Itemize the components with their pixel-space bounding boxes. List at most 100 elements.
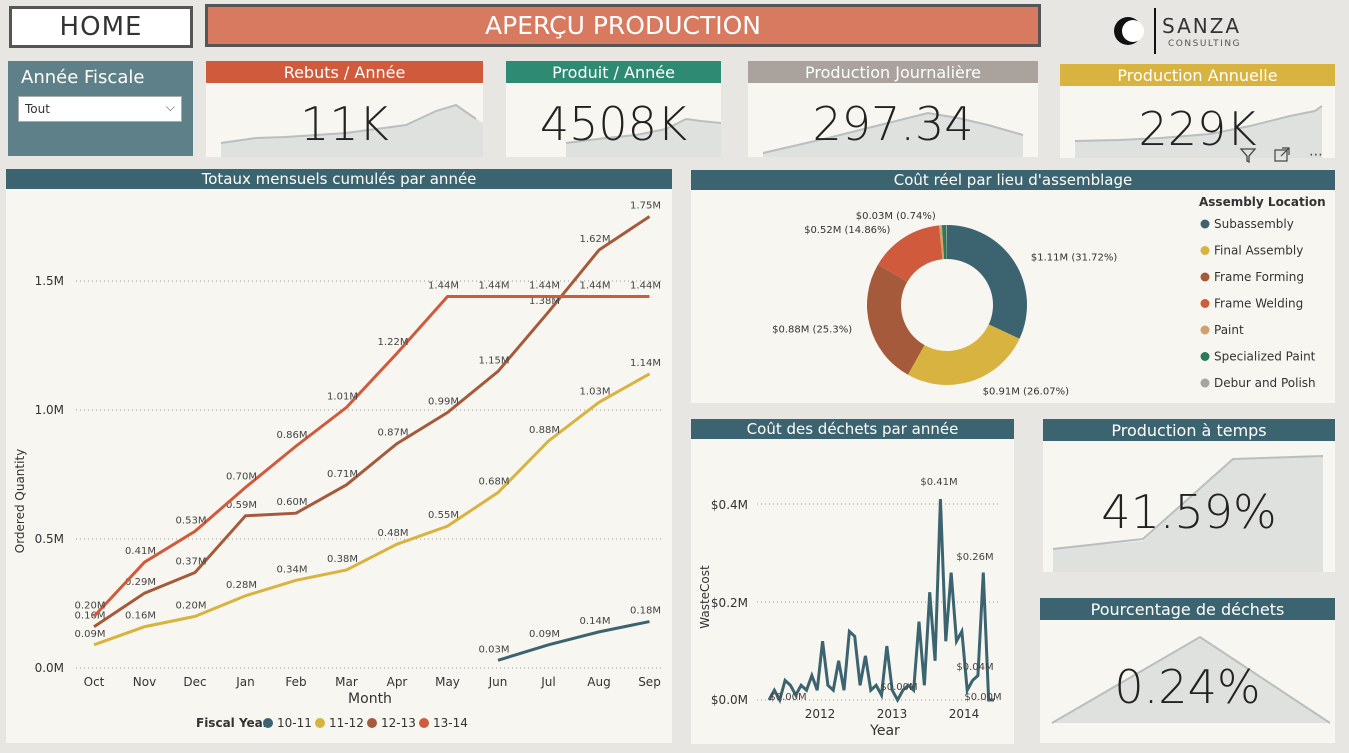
waste-cost-chart: WasteCost Year $0.4M $0.2M $0.0M 2012 20… — [698, 477, 1002, 739]
kpi-sparkline — [220, 103, 483, 157]
kpi-sparkline — [762, 111, 1024, 157]
filter-label: Année Fiscale — [21, 67, 145, 88]
kpi-value: 229K — [1138, 102, 1257, 156]
fiscal-year-dropdown[interactable]: Tout ⌵ — [18, 96, 182, 122]
waste-pct-panel: Pourcentage de déchets 0.24% — [1040, 598, 1335, 743]
data-label: 0.41M — [125, 546, 156, 557]
slice-label: $1.11M (31.72%) — [1031, 253, 1117, 264]
data-label: 0.16M — [125, 611, 156, 622]
data-label: 0.55M — [428, 510, 459, 521]
waste-pct-sparkline — [1051, 635, 1331, 724]
kpi-production-journaliere: Production Journalière 297.34 — [748, 61, 1038, 157]
data-label: 0.18M — [630, 606, 661, 617]
panel-title: Production à temps — [1043, 419, 1335, 441]
x-axis-label: Month — [348, 691, 392, 707]
x-axis-label: Year — [869, 723, 900, 739]
data-label: 0.88M — [529, 425, 560, 436]
data-label: 0.99M — [428, 397, 459, 408]
data-label: $0.00M — [964, 692, 1001, 703]
donut-slice-subassembly — [947, 225, 1027, 339]
logo-name: SANZA — [1162, 14, 1241, 38]
x-tick: Jul — [540, 675, 555, 689]
data-label: 0.20M — [75, 600, 106, 611]
donut-slice-frame-welding — [878, 225, 943, 282]
kpi-title: Rebuts / Année — [206, 61, 483, 83]
legend-marker — [1200, 378, 1210, 388]
kpi-title: Production Annuelle — [1060, 64, 1335, 86]
fiscal-year-filter: Année Fiscale Tout ⌵ — [8, 61, 193, 156]
data-label: 0.53M — [176, 515, 207, 526]
slice-label: $0.52M (14.86%) — [804, 225, 890, 236]
panel-title: Coût des déchets par année — [691, 419, 1014, 439]
legend-item: Subassembly — [1214, 217, 1294, 231]
data-label: 0.16M — [75, 611, 106, 622]
legend-marker — [1200, 299, 1210, 308]
data-label: 0.71M — [327, 469, 358, 480]
data-label: 0.20M — [176, 600, 207, 611]
slice-label: $0.91M (26.07%) — [983, 387, 1069, 398]
donut-slice-paint — [939, 225, 945, 260]
y-axis-label: Ordered Quantity — [13, 449, 27, 554]
legend-item: 11-12 — [329, 716, 364, 730]
legend-marker — [263, 718, 273, 728]
data-label: 0.86M — [277, 430, 308, 441]
y-tick: 0.5M — [35, 532, 64, 546]
more-options-icon[interactable]: ⋯ — [1309, 147, 1323, 163]
x-tick: 2012 — [805, 707, 836, 721]
y-tick: $0.4M — [711, 498, 748, 512]
panel-title: Coût réel par lieu d'assemblage — [691, 170, 1335, 190]
data-label: 1.15M — [479, 355, 510, 366]
kpi-production-annuelle: Production Annuelle 229K — [1060, 64, 1335, 158]
legend-marker — [367, 718, 377, 728]
data-label: 1.22M — [378, 337, 409, 348]
data-label: 0.68M — [479, 477, 510, 488]
data-label: 1.62M — [580, 234, 611, 245]
legend-item: Frame Forming — [1214, 270, 1304, 284]
data-label: 1.75M — [630, 201, 661, 212]
x-tick: Mar — [335, 675, 358, 689]
data-label: 0.28M — [226, 580, 257, 591]
data-label: 0.59M — [226, 500, 257, 511]
y-tick: 1.0M — [35, 403, 64, 417]
focus-mode-icon[interactable] — [1269, 142, 1295, 168]
legend-marker — [1200, 246, 1210, 255]
data-label: 0.14M — [580, 616, 611, 627]
data-label: 1.44M — [580, 280, 611, 291]
logo-sub: CONSULTING — [1168, 39, 1241, 49]
legend-marker — [1200, 272, 1210, 282]
kpi-title: Produit / Année — [506, 61, 721, 83]
legend-title: Assembly Location — [1199, 195, 1326, 209]
x-tick: Jun — [488, 675, 508, 689]
waste-line — [767, 499, 994, 704]
data-label: 1.03M — [580, 386, 611, 397]
kpi-value: 4508K — [539, 97, 688, 151]
home-button[interactable]: HOME — [9, 6, 193, 48]
legend-item: 13-14 — [433, 716, 468, 730]
kpi-produit: Produit / Année 4508K — [506, 61, 721, 157]
data-label: 0.60M — [277, 497, 308, 508]
data-label: 0.38M — [327, 554, 358, 565]
data-label: 0.34M — [277, 564, 308, 575]
dropdown-value: Tout — [25, 102, 50, 116]
slice-label: $0.88M (25.3%) — [772, 325, 852, 336]
ontime-value: 41.59% — [1101, 485, 1277, 539]
data-label: 1.44M — [479, 280, 510, 291]
ontime-panel: Production à temps 41.59% — [1043, 419, 1335, 572]
kpi-value: 297.34 — [812, 97, 974, 151]
panel-title: Pourcentage de déchets — [1040, 598, 1335, 620]
x-tick: May — [435, 675, 460, 689]
chevron-down-icon: ⌵ — [165, 100, 175, 114]
x-tick: Jan — [235, 675, 255, 689]
data-label: 1.01M — [327, 391, 358, 402]
data-label: 1.44M — [630, 280, 661, 291]
visual-toolbar: ⋯ — [1235, 142, 1335, 168]
ontime-sparkline — [1052, 455, 1324, 572]
x-tick: Oct — [84, 675, 105, 689]
kpi-sparkline — [565, 117, 721, 157]
x-tick: Aug — [587, 675, 610, 689]
filter-icon[interactable] — [1235, 142, 1261, 168]
data-label: 0.87M — [378, 428, 409, 439]
data-label: $0.26M — [956, 552, 993, 563]
kpi-rebuts: Rebuts / Année 11K — [206, 61, 483, 157]
series-line-13-14 — [92, 294, 650, 618]
